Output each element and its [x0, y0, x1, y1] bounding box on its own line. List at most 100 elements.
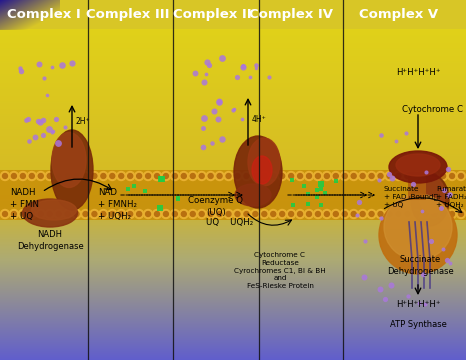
- Circle shape: [2, 212, 7, 216]
- Text: UQ    UQH₂: UQ UQH₂: [206, 218, 254, 227]
- Text: Complex I: Complex I: [7, 8, 81, 21]
- Circle shape: [145, 212, 151, 216]
- Circle shape: [92, 212, 97, 216]
- Circle shape: [110, 212, 115, 216]
- Text: H⁺H⁺H⁺H⁺: H⁺H⁺H⁺H⁺: [396, 300, 440, 309]
- Circle shape: [260, 171, 269, 180]
- Circle shape: [447, 171, 457, 180]
- Circle shape: [45, 210, 54, 219]
- Circle shape: [324, 174, 329, 179]
- Circle shape: [349, 210, 358, 219]
- Circle shape: [119, 212, 123, 216]
- Circle shape: [315, 212, 321, 216]
- Text: ATP Synthase: ATP Synthase: [390, 320, 446, 329]
- Circle shape: [99, 171, 108, 180]
- Circle shape: [441, 212, 445, 216]
- Ellipse shape: [379, 196, 457, 274]
- Circle shape: [135, 171, 144, 180]
- Circle shape: [441, 174, 445, 179]
- Circle shape: [235, 212, 240, 216]
- Text: NADH
+ FMN
+ UQ: NADH + FMN + UQ: [10, 188, 39, 221]
- Circle shape: [0, 210, 9, 219]
- Circle shape: [423, 212, 428, 216]
- Circle shape: [253, 212, 258, 216]
- Circle shape: [117, 171, 126, 180]
- Circle shape: [403, 210, 412, 219]
- Text: NADH
Dehydrogenase: NADH Dehydrogenase: [17, 230, 83, 251]
- Circle shape: [63, 171, 72, 180]
- Circle shape: [360, 212, 365, 216]
- Circle shape: [450, 212, 454, 216]
- Text: Complex V: Complex V: [359, 8, 438, 21]
- Ellipse shape: [411, 174, 449, 226]
- Ellipse shape: [248, 138, 280, 186]
- Circle shape: [199, 212, 204, 216]
- Circle shape: [197, 210, 206, 219]
- Circle shape: [145, 174, 151, 179]
- Ellipse shape: [32, 200, 76, 220]
- Circle shape: [101, 212, 106, 216]
- Circle shape: [412, 171, 421, 180]
- Circle shape: [242, 171, 251, 180]
- Text: 4H⁺: 4H⁺: [252, 116, 267, 125]
- Circle shape: [54, 171, 63, 180]
- Circle shape: [307, 174, 311, 179]
- Circle shape: [340, 171, 349, 180]
- Circle shape: [269, 171, 278, 180]
- Circle shape: [394, 210, 403, 219]
- Circle shape: [369, 174, 374, 179]
- Circle shape: [351, 212, 356, 216]
- Text: Fumarate
+ FADH₂ ₍Bound₞
+ UQH₂: Fumarate + FADH₂ ₍Bound₞ + UQH₂: [436, 186, 466, 208]
- Circle shape: [224, 171, 233, 180]
- Circle shape: [137, 174, 142, 179]
- Circle shape: [322, 210, 331, 219]
- Circle shape: [343, 212, 347, 216]
- Circle shape: [65, 212, 70, 216]
- Circle shape: [181, 212, 186, 216]
- Circle shape: [349, 171, 358, 180]
- Circle shape: [322, 171, 331, 180]
- Circle shape: [304, 171, 314, 180]
- Circle shape: [110, 174, 115, 179]
- Circle shape: [36, 210, 45, 219]
- Circle shape: [242, 210, 251, 219]
- Text: Cytochrome C: Cytochrome C: [402, 105, 462, 114]
- Circle shape: [351, 174, 356, 179]
- Circle shape: [56, 174, 61, 179]
- Circle shape: [450, 174, 454, 179]
- Text: H⁺H⁺H⁺H⁺: H⁺H⁺H⁺H⁺: [396, 68, 440, 77]
- Circle shape: [164, 174, 168, 179]
- Circle shape: [459, 174, 464, 179]
- Circle shape: [47, 174, 52, 179]
- Circle shape: [65, 174, 70, 179]
- Ellipse shape: [235, 184, 271, 206]
- Circle shape: [333, 174, 338, 179]
- Circle shape: [172, 174, 178, 179]
- Ellipse shape: [22, 199, 77, 227]
- Circle shape: [376, 210, 385, 219]
- Circle shape: [27, 171, 36, 180]
- Circle shape: [432, 212, 437, 216]
- Circle shape: [271, 212, 276, 216]
- Circle shape: [280, 174, 285, 179]
- Circle shape: [307, 212, 311, 216]
- Circle shape: [90, 171, 99, 180]
- Circle shape: [295, 210, 305, 219]
- Circle shape: [9, 210, 19, 219]
- Bar: [408, 172, 426, 200]
- Circle shape: [38, 212, 43, 216]
- Circle shape: [215, 171, 224, 180]
- Circle shape: [135, 210, 144, 219]
- Circle shape: [29, 212, 34, 216]
- Circle shape: [253, 174, 258, 179]
- Circle shape: [288, 212, 294, 216]
- Circle shape: [358, 171, 367, 180]
- Circle shape: [27, 210, 36, 219]
- Circle shape: [206, 171, 215, 180]
- Circle shape: [244, 174, 249, 179]
- Circle shape: [343, 174, 347, 179]
- Circle shape: [459, 212, 464, 216]
- Circle shape: [414, 212, 419, 216]
- Circle shape: [144, 210, 152, 219]
- Circle shape: [288, 174, 294, 179]
